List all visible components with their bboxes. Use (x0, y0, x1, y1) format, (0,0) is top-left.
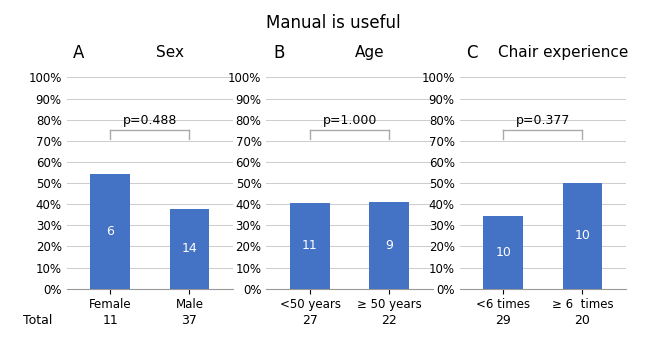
Text: 9: 9 (386, 239, 393, 252)
Bar (484, 216, 523, 289)
Text: 10: 10 (575, 230, 590, 242)
Bar (170, 209, 209, 289)
Text: 6: 6 (107, 225, 114, 238)
Text: Total: Total (23, 314, 53, 327)
Text: p=0.377: p=0.377 (515, 114, 570, 127)
Text: 11: 11 (302, 239, 318, 252)
Text: p=0.488: p=0.488 (123, 114, 177, 127)
Text: 29: 29 (496, 314, 511, 327)
Bar (370, 202, 409, 289)
Bar (563, 183, 602, 289)
Text: 14: 14 (182, 242, 197, 255)
Text: 11: 11 (103, 314, 118, 327)
Text: 27: 27 (302, 314, 318, 327)
Text: 22: 22 (382, 314, 397, 327)
Text: 20: 20 (575, 314, 590, 327)
Text: A: A (73, 44, 85, 62)
Text: C: C (466, 44, 478, 62)
Text: Age: Age (355, 45, 384, 60)
Text: p=1.000: p=1.000 (322, 114, 377, 127)
Bar (290, 203, 330, 289)
Text: 37: 37 (182, 314, 197, 327)
Text: 10: 10 (496, 246, 511, 259)
Text: B: B (273, 44, 284, 62)
Text: Chair experience: Chair experience (498, 45, 628, 60)
Text: Manual is useful: Manual is useful (266, 14, 400, 32)
Text: Sex: Sex (156, 45, 184, 60)
Bar (91, 174, 130, 289)
